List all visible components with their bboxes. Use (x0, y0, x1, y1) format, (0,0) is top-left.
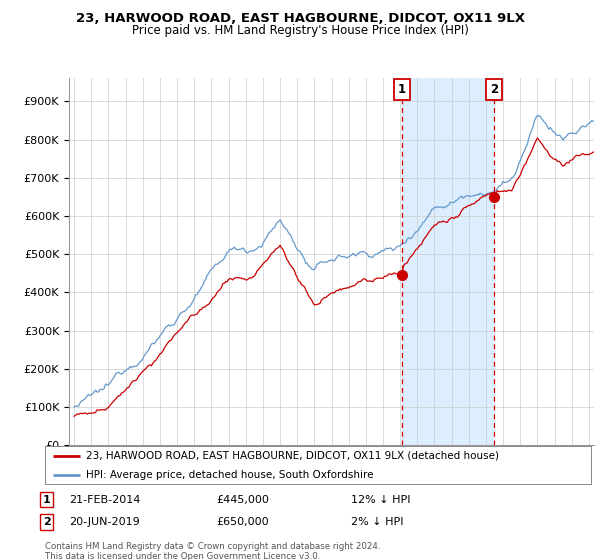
Text: £445,000: £445,000 (216, 494, 269, 505)
Text: 21-FEB-2014: 21-FEB-2014 (69, 494, 140, 505)
Text: 2% ↓ HPI: 2% ↓ HPI (351, 517, 404, 527)
Text: 2: 2 (43, 517, 50, 527)
Text: 12% ↓ HPI: 12% ↓ HPI (351, 494, 410, 505)
Text: £650,000: £650,000 (216, 517, 269, 527)
Text: Price paid vs. HM Land Registry's House Price Index (HPI): Price paid vs. HM Land Registry's House … (131, 24, 469, 36)
Text: HPI: Average price, detached house, South Oxfordshire: HPI: Average price, detached house, Sout… (86, 470, 373, 480)
Text: 20-JUN-2019: 20-JUN-2019 (69, 517, 140, 527)
Text: 23, HARWOOD ROAD, EAST HAGBOURNE, DIDCOT, OX11 9LX (detached house): 23, HARWOOD ROAD, EAST HAGBOURNE, DIDCOT… (86, 451, 499, 461)
Text: 1: 1 (398, 83, 406, 96)
Text: 2: 2 (490, 83, 498, 96)
Text: Contains HM Land Registry data © Crown copyright and database right 2024.
This d: Contains HM Land Registry data © Crown c… (45, 542, 380, 560)
Text: 23, HARWOOD ROAD, EAST HAGBOURNE, DIDCOT, OX11 9LX: 23, HARWOOD ROAD, EAST HAGBOURNE, DIDCOT… (76, 12, 524, 25)
Text: 1: 1 (43, 494, 50, 505)
Bar (402, 78, 494, 445)
